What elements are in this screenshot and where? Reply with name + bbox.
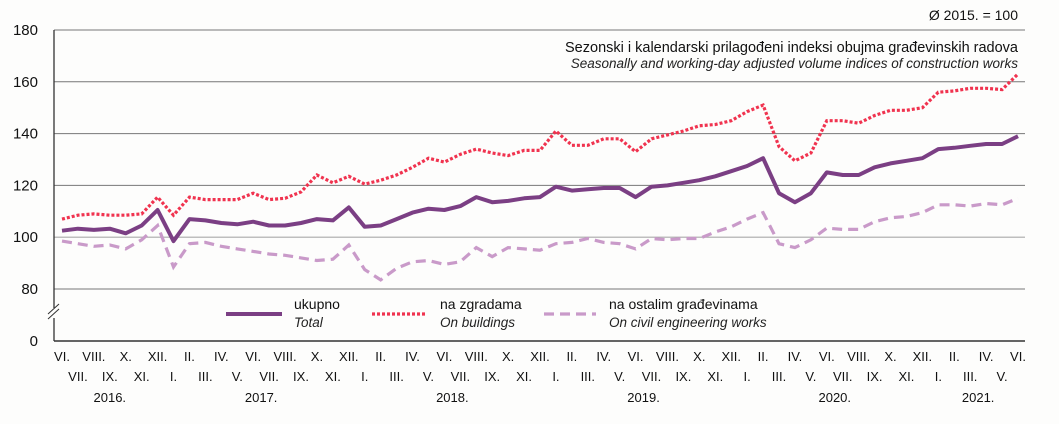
x-tick-label: II. [949,349,960,364]
x-tick-label: IX. [102,369,118,384]
series-lines [61,72,1020,282]
x-tick-label: I. [744,369,751,384]
chart-title: Sezonski i kalendarski prilagođeni indek… [565,40,1019,56]
x-tick-label: III. [198,369,212,384]
x-tick-label: VII. [833,369,853,384]
series-line-civil [61,196,1019,282]
x-tick-label: VII. [642,369,662,384]
y-tick-label: 180 [13,22,38,39]
x-tick-label: IV. [979,349,994,364]
x-tick-label: XI. [516,369,532,384]
chart-subtitle: Seasonally and working-day adjusted volu… [571,56,1018,71]
x-tick-label: XII. [721,349,741,364]
x-tick-label: X. [502,349,514,364]
x-tick-label: V. [232,369,243,384]
x-tick-label: III. [963,369,977,384]
x-tick-label: XI. [325,369,341,384]
legend-label-total-en: Total [294,315,324,330]
x-tick-label: VI. [245,349,261,364]
x-tick-label: II. [566,349,577,364]
x-tick-label: VII. [259,369,279,384]
axis-break-mark [47,308,60,320]
x-tick-label: XII. [913,349,933,364]
x-year-label: 2020. [818,390,851,405]
x-tick-label: XII. [530,349,550,364]
x-year-label: 2017. [245,390,278,405]
x-tick-label: VIII. [465,349,488,364]
x-tick-label: XI. [707,369,723,384]
x-tick-label: IV. [214,349,229,364]
x-tick-labels: VI.VII.VIII.IX.X.XI.XII.I.II.III.IV.V.VI… [54,349,1026,405]
x-tick-label: V. [423,369,434,384]
x-tick-label: II. [375,349,386,364]
x-year-label: 2016. [94,390,127,405]
x-tick-label: VII. [451,369,471,384]
x-tick-label: IV. [405,349,420,364]
y-tick-label: 0 [30,333,38,350]
x-tick-label: IX. [484,369,500,384]
x-tick-label: VIII. [847,349,870,364]
base-note: Ø 2015. = 100 [929,7,1018,23]
x-tick-label: VI. [628,349,644,364]
x-tick-label: V. [997,369,1008,384]
legend-label-civil-en: On civil engineering works [609,315,767,330]
legend-label-total: ukupno [294,296,340,312]
x-tick-label: V. [614,369,625,384]
x-tick-label: XI. [134,369,150,384]
y-tick-label: 140 [13,126,38,143]
x-tick-label: II. [184,349,195,364]
x-tick-label: X. [693,349,705,364]
y-tick-label: 160 [13,74,38,91]
y-tick-label: 120 [13,177,38,194]
x-tick-label: IX. [675,369,691,384]
x-tick-label: VIII. [82,349,105,364]
x-year-label: 2018. [436,390,469,405]
legend-label-civil: na ostalim građevinama [609,296,758,312]
x-tick-label: XI. [899,369,915,384]
x-tick-label: III. [772,369,786,384]
x-tick-label: V. [805,369,816,384]
y-tick-label: 80 [21,281,38,298]
gridlines [54,29,1025,290]
x-tick-label: I. [170,369,177,384]
series-line-total [61,134,1019,244]
x-tick-label: VIII. [274,349,297,364]
x-tick-label: X. [120,349,132,364]
x-tick-label: VI. [54,349,70,364]
axes [47,30,1025,342]
x-year-label: 2019. [627,390,660,405]
x-tick-label: IX. [867,369,883,384]
x-tick-label: III. [581,369,595,384]
x-year-label: 2021. [962,390,995,405]
x-tick-label: XII. [339,349,359,364]
legend: ukupno Total na zgradama On buildings na… [226,296,767,330]
x-tick-label: VI. [819,349,835,364]
x-tick-label: X. [884,349,896,364]
y-tick-labels: 0 80 100 120 140 160 180 [13,22,38,350]
x-tick-label: II. [758,349,769,364]
legend-label-buildings: na zgradama [440,296,522,312]
x-tick-label: III. [389,369,403,384]
x-tick-label: I. [361,369,368,384]
x-tick-label: XII. [148,349,168,364]
x-tick-label: IV. [788,349,803,364]
x-tick-label: VII. [68,369,88,384]
x-tick-label: X. [311,349,323,364]
x-tick-label: I. [935,369,942,384]
x-tick-label: VIII. [656,349,679,364]
x-tick-label: IX. [293,369,309,384]
x-tick-label: VI. [1010,349,1026,364]
legend-label-buildings-en: On buildings [440,315,515,330]
x-tick-label: I. [552,369,559,384]
axis-break-mark [47,303,60,315]
x-tick-label: VI. [436,349,452,364]
x-tick-label: IV. [596,349,611,364]
y-tick-label: 100 [13,229,38,246]
